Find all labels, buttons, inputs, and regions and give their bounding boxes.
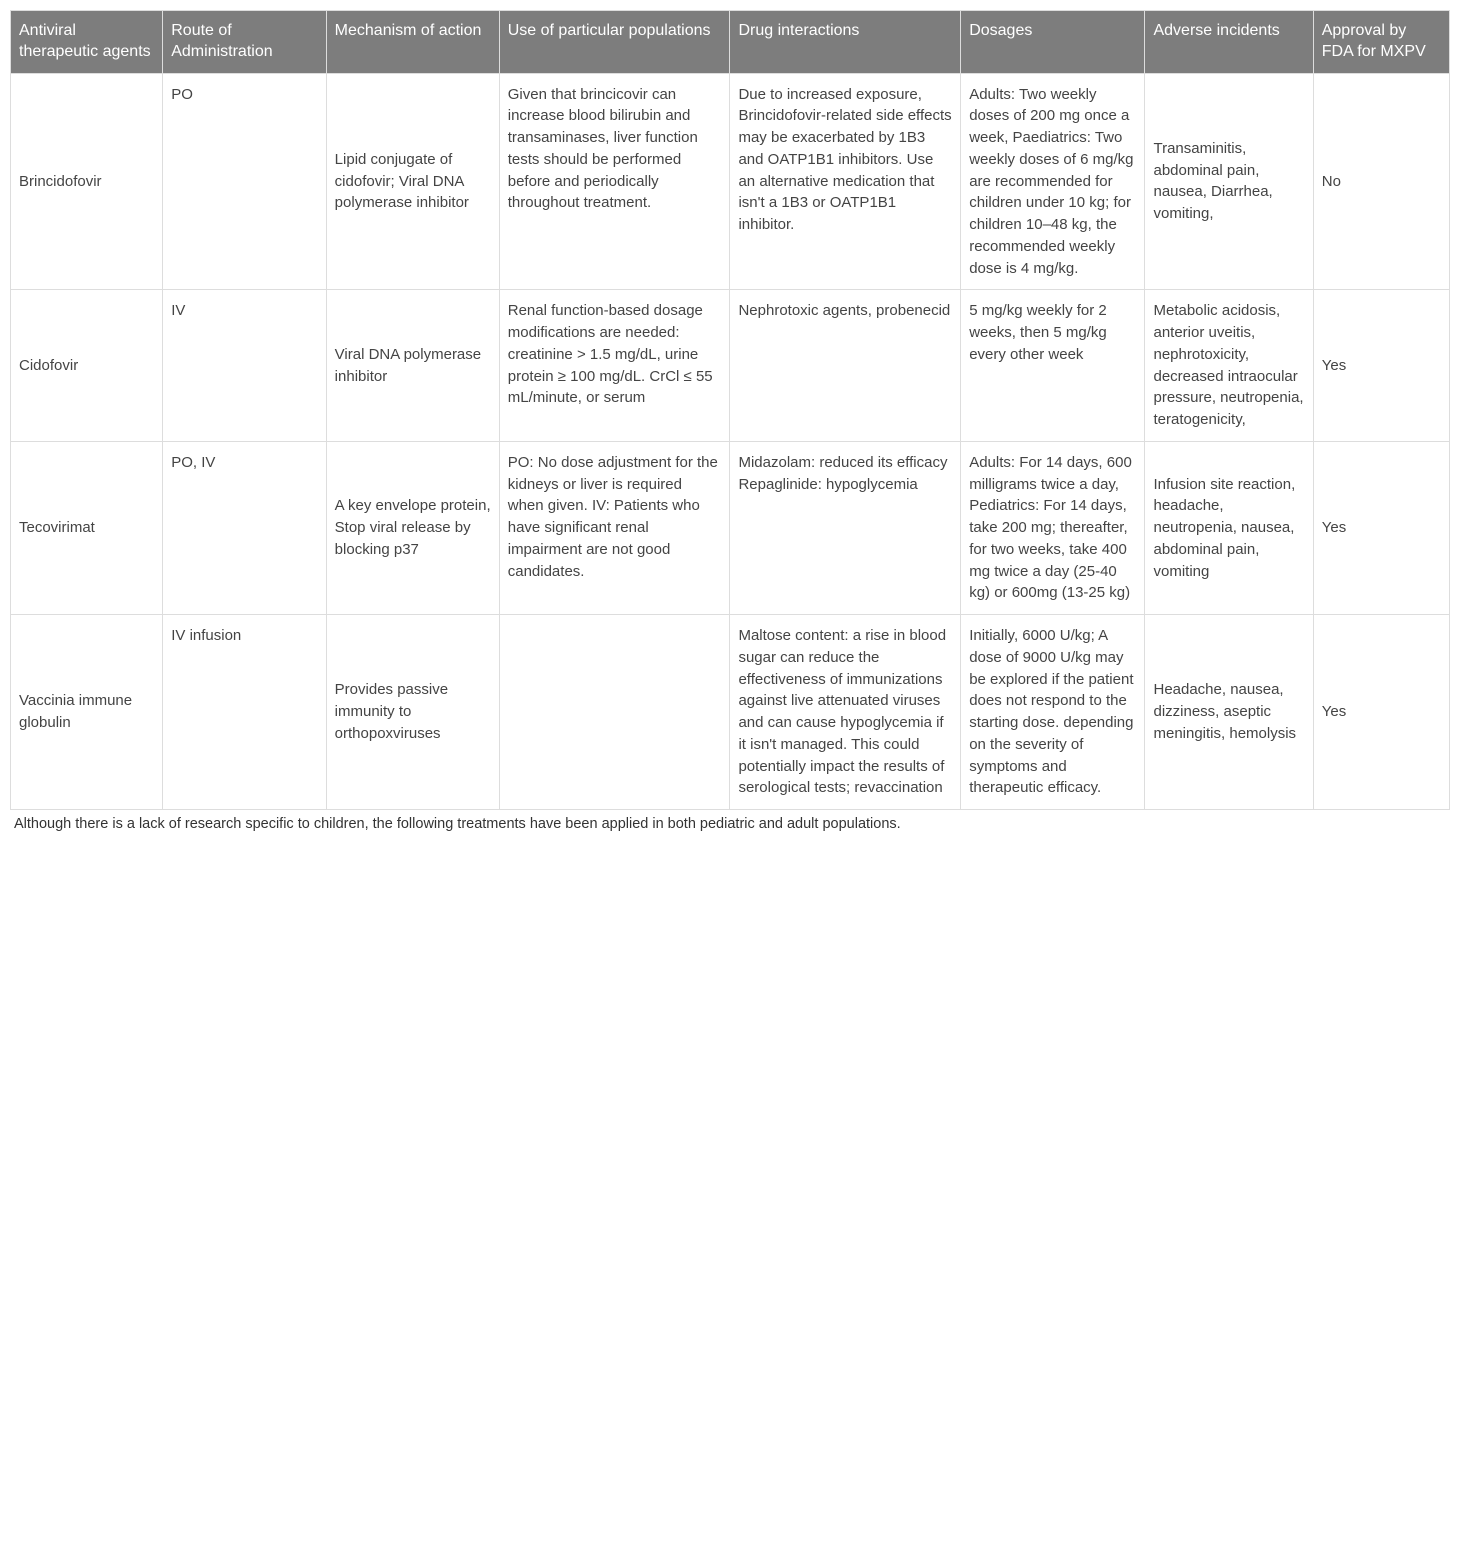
col-approval: Approval by FDA for MXPV xyxy=(1313,11,1449,74)
cell-agent: Brincidofovir xyxy=(11,73,163,290)
table-row: Vaccinia immune globulin IV infusion Pro… xyxy=(11,615,1450,810)
cell-interactions: Due to increased exposure, Brincidofovir… xyxy=(730,73,961,290)
table-header: Antiviral therapeutic agents Route of Ad… xyxy=(11,11,1450,74)
cell-route: IV infusion xyxy=(163,615,326,810)
cell-mechanism: A key envelope protein, Stop viral relea… xyxy=(326,441,499,614)
cell-adverse: Transaminitis, abdominal pain, nausea, D… xyxy=(1145,73,1313,290)
cell-adverse: Metabolic acidosis, anterior uveitis, ne… xyxy=(1145,290,1313,442)
cell-dosages: 5 mg/kg weekly for 2 weeks, then 5 mg/kg… xyxy=(961,290,1145,442)
cell-route: PO, IV xyxy=(163,441,326,614)
cell-dosages: Adults: For 14 days, 600 milligrams twic… xyxy=(961,441,1145,614)
cell-mechanism: Viral DNA polymerase inhibitor xyxy=(326,290,499,442)
table-row: Cidofovir IV Viral DNA polymerase inhibi… xyxy=(11,290,1450,442)
antiviral-table: Antiviral therapeutic agents Route of Ad… xyxy=(10,10,1450,810)
cell-approval: Yes xyxy=(1313,441,1449,614)
cell-dosages: Initially, 6000 U/kg; A dose of 9000 U/k… xyxy=(961,615,1145,810)
cell-populations: Given that brincicovir can increase bloo… xyxy=(499,73,730,290)
cell-dosages: Adults: Two weekly doses of 200 mg once … xyxy=(961,73,1145,290)
cell-route: IV xyxy=(163,290,326,442)
cell-populations: PO: No dose adjustment for the kidneys o… xyxy=(499,441,730,614)
table-row: Brincidofovir PO Lipid conjugate of cido… xyxy=(11,73,1450,290)
cell-approval: Yes xyxy=(1313,615,1449,810)
col-dosages: Dosages xyxy=(961,11,1145,74)
cell-adverse: Infusion site reaction, headache, neutro… xyxy=(1145,441,1313,614)
col-route: Route of Administration xyxy=(163,11,326,74)
table-row: Tecovirimat PO, IV A key envelope protei… xyxy=(11,441,1450,614)
col-adverse: Adverse incidents xyxy=(1145,11,1313,74)
cell-populations: Renal function-based dosage modification… xyxy=(499,290,730,442)
table-footnote: Although there is a lack of research spe… xyxy=(10,810,1450,832)
cell-adverse: Headache, nausea, dizziness, aseptic men… xyxy=(1145,615,1313,810)
col-interactions: Drug interactions xyxy=(730,11,961,74)
cell-approval: No xyxy=(1313,73,1449,290)
col-agent: Antiviral therapeutic agents xyxy=(11,11,163,74)
cell-agent: Cidofovir xyxy=(11,290,163,442)
cell-interactions: Maltose content: a rise in blood sugar c… xyxy=(730,615,961,810)
cell-interactions: Midazolam: reduced its efficacy Repaglin… xyxy=(730,441,961,614)
col-populations: Use of particular populations xyxy=(499,11,730,74)
cell-mechanism: Lipid conjugate of cidofovir; Viral DNA … xyxy=(326,73,499,290)
cell-interactions: Nephrotoxic agents, probenecid xyxy=(730,290,961,442)
cell-populations xyxy=(499,615,730,810)
cell-agent: Tecovirimat xyxy=(11,441,163,614)
cell-approval: Yes xyxy=(1313,290,1449,442)
cell-route: PO xyxy=(163,73,326,290)
table-body: Brincidofovir PO Lipid conjugate of cido… xyxy=(11,73,1450,810)
cell-mechanism: Provides passive immunity to orthopoxvir… xyxy=(326,615,499,810)
cell-agent: Vaccinia immune globulin xyxy=(11,615,163,810)
col-mechanism: Mechanism of action xyxy=(326,11,499,74)
